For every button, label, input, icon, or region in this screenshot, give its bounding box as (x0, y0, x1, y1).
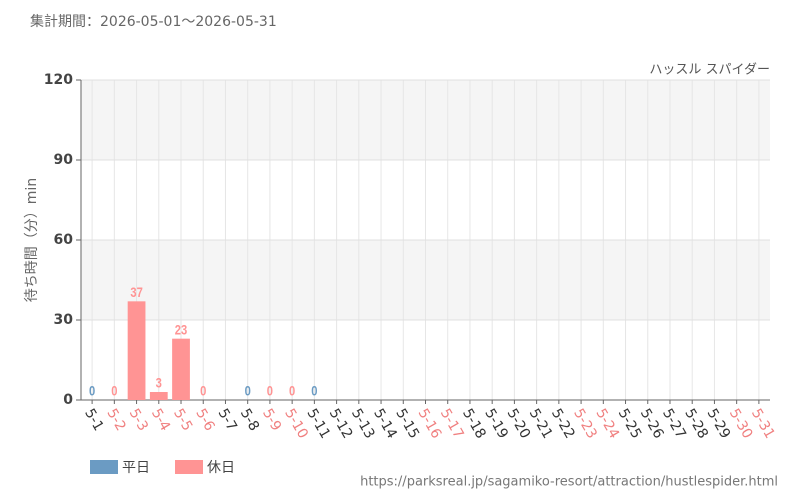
legend-swatch (175, 460, 203, 474)
data-label: 23 (175, 322, 187, 337)
data-label: 37 (130, 285, 142, 300)
data-label: 3 (156, 376, 162, 391)
data-label: 0 (267, 384, 273, 399)
x-tick-label: 5-31 (748, 406, 778, 442)
y-axis-label: 待ち時間（分）min (24, 178, 40, 302)
y-tick-label: 90 (54, 152, 74, 168)
chart-label: ハッスル スパイダー (649, 63, 770, 78)
data-label: 0 (289, 384, 295, 399)
x-tick-label: 5-8 (237, 406, 262, 434)
data-label: 0 (89, 384, 95, 399)
legend-label: 平日 (122, 460, 150, 476)
bar (127, 301, 146, 400)
x-tick-label: 5-7 (215, 406, 240, 434)
bar (172, 338, 190, 400)
x-tick-label: 5-2 (103, 406, 128, 434)
data-label: 0 (200, 384, 206, 399)
y-tick-label: 60 (54, 232, 74, 248)
footer: https://parksreal.jp/sagamiko-resort/att… (360, 475, 778, 490)
data-label: 0 (245, 384, 251, 399)
x-tick-label: 5-6 (192, 406, 217, 434)
x-tick-label: 5-1 (81, 406, 106, 434)
bar (149, 392, 168, 400)
data-label: 0 (111, 384, 117, 399)
legend-swatch (90, 460, 118, 474)
x-tick-label: 5-3 (126, 406, 151, 434)
legend-label: 休日 (207, 460, 235, 476)
data-label: 0 (311, 384, 317, 399)
x-tick-label: 5-4 (148, 406, 173, 434)
y-tick-label: 0 (63, 392, 73, 408)
x-tick-label: 5-9 (259, 406, 284, 434)
y-tick-label: 30 (54, 312, 74, 328)
subtitle: 集計期間：2026-05-01～2026-05-31 (30, 13, 277, 30)
x-tick-label: 5-5 (170, 406, 195, 434)
y-tick-label: 120 (44, 72, 73, 88)
